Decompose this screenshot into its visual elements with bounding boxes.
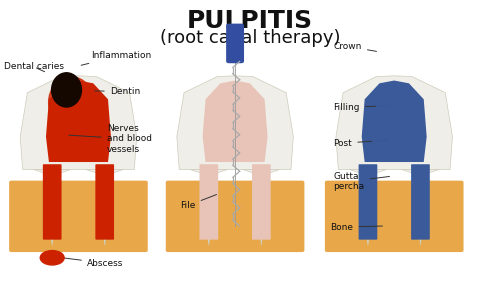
- FancyBboxPatch shape: [96, 164, 114, 240]
- Polygon shape: [86, 169, 123, 245]
- Polygon shape: [202, 81, 268, 162]
- Text: Gutta
percha: Gutta percha: [334, 172, 390, 191]
- Polygon shape: [336, 76, 452, 169]
- Text: File: File: [180, 195, 216, 210]
- Polygon shape: [372, 87, 416, 158]
- Polygon shape: [190, 169, 228, 245]
- Text: Abscess: Abscess: [60, 258, 124, 268]
- Text: Post: Post: [334, 138, 388, 148]
- Polygon shape: [362, 81, 426, 162]
- FancyBboxPatch shape: [9, 181, 148, 252]
- Polygon shape: [34, 169, 70, 245]
- FancyBboxPatch shape: [166, 181, 304, 252]
- Polygon shape: [177, 76, 294, 169]
- Text: Nerves
and blood
vessels: Nerves and blood vessels: [69, 124, 152, 154]
- Polygon shape: [46, 81, 111, 162]
- FancyBboxPatch shape: [252, 164, 270, 240]
- Polygon shape: [243, 169, 280, 245]
- FancyBboxPatch shape: [358, 164, 378, 240]
- Polygon shape: [350, 169, 387, 245]
- Text: Dentin: Dentin: [94, 87, 140, 96]
- FancyBboxPatch shape: [325, 181, 464, 252]
- Ellipse shape: [52, 73, 82, 107]
- FancyBboxPatch shape: [411, 164, 430, 240]
- Polygon shape: [20, 76, 136, 169]
- Text: Inflammation: Inflammation: [81, 51, 151, 65]
- FancyBboxPatch shape: [43, 164, 62, 240]
- Text: PULPITIS: PULPITIS: [187, 9, 313, 33]
- FancyBboxPatch shape: [200, 164, 218, 240]
- Polygon shape: [402, 169, 439, 245]
- Circle shape: [40, 251, 64, 265]
- Text: Dental caries: Dental caries: [4, 62, 64, 72]
- Text: Filling: Filling: [334, 103, 388, 112]
- Text: (root canal therapy): (root canal therapy): [160, 29, 340, 47]
- Text: Crown: Crown: [334, 42, 376, 51]
- FancyBboxPatch shape: [226, 24, 244, 63]
- Ellipse shape: [48, 77, 94, 127]
- Text: Bone: Bone: [330, 223, 382, 232]
